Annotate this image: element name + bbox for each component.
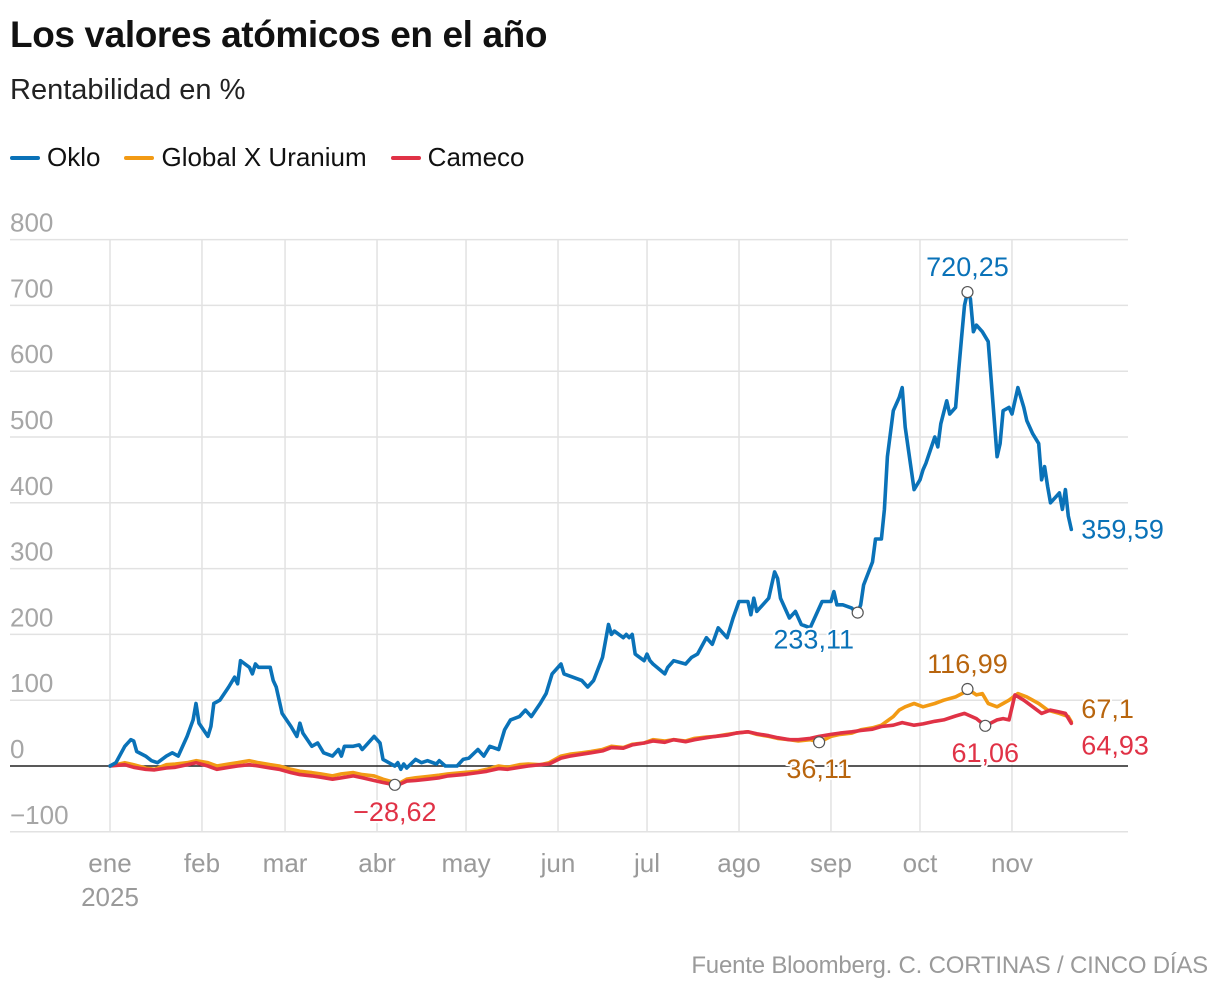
y-tick-label-7: 600 (10, 339, 53, 369)
annotation-marker-global-x-uranium-3 (961, 682, 974, 696)
x-tick-label-mar: mar (263, 848, 308, 878)
data-label-oklo-2: 359,59 (1081, 514, 1164, 544)
y-tick-label-3: 200 (10, 602, 53, 632)
annotations: 720,25 233,11 359,59 116,99 36,11 67,1 −28,62 6… (351, 250, 1166, 829)
annotation-marker-global-x-uranium-4 (813, 736, 826, 749)
y-tick-label-6: 500 (10, 405, 53, 435)
data-label-cameco-7: 61,06 (951, 738, 1019, 768)
x-tick-label-feb: feb (184, 848, 220, 878)
x-tick-label-nov: nov (991, 848, 1033, 878)
data-label-oklo-1: 233,11 (773, 625, 854, 655)
x-tick-label-sep: sep (810, 848, 852, 878)
annotation-marker-cameco-7 (979, 719, 992, 732)
series-lines (108, 290, 1074, 787)
x-tick-label-ago: ago (717, 848, 760, 878)
data-label-global-x-uranium-5: 67,1 (1081, 694, 1134, 724)
data-label-global-x-uranium-4: 36,11 (786, 754, 852, 784)
annotation-marker-cameco-6 (388, 778, 401, 791)
legend-swatch-oklo (10, 155, 40, 160)
x-tick-label-may: may (441, 848, 490, 878)
chart-subtitle: Rentabilidad en % (10, 74, 246, 106)
data-label-cameco-6: −28,62 (353, 797, 436, 827)
legend-swatch-cameco (390, 155, 421, 160)
y-tick-label-8: 700 (10, 273, 53, 303)
x-tick-sublabel-year: 2025 (81, 882, 139, 912)
x-tick-label-jul: jul (633, 848, 660, 878)
legend-label-global-x-uranium: Global X Uranium (161, 142, 367, 172)
data-label-cameco-8: 64,93 (1081, 730, 1149, 760)
x-tick-label-ene: ene (88, 848, 131, 878)
legend-label-oklo: Oklo (47, 142, 101, 172)
series-line-cameco (108, 693, 1074, 787)
x-tick-label-jun: jun (540, 848, 576, 878)
data-label-global-x-uranium-3: 116,99 (927, 649, 1008, 679)
legend-item-global-x-uranium: Global X Uranium (124, 142, 367, 173)
y-tick-label-2: 100 (10, 668, 53, 698)
legend-item-oklo: Oklo (10, 142, 100, 173)
annotation-marker-oklo-0 (961, 285, 974, 299)
data-label-oklo-0: 720,25 (926, 252, 1009, 282)
legend: Oklo Global X Uranium Cameco (10, 142, 525, 173)
axes: ene 2025 feb mar abr may jun jul ago sep oct nov −10… (10, 208, 1128, 912)
y-tick-label-0: −100 (10, 800, 69, 830)
y-tick-label-1: 0 (10, 734, 24, 764)
y-tick-label-4: 300 (10, 537, 53, 567)
y-tick-label-9: 800 (10, 208, 53, 238)
x-tick-label-abr: abr (358, 848, 396, 878)
source-credit: Fuente Bloomberg. C. CORTINAS / CINCO DÍ… (691, 952, 1208, 979)
legend-item-cameco: Cameco (390, 142, 525, 173)
legend-swatch-global-x-uranium (124, 155, 155, 160)
chart-title: Los valores atómicos en el año (10, 14, 548, 55)
series-line-oklo (108, 290, 1074, 772)
annotation-marker-oklo-1 (851, 606, 864, 619)
x-tick-label-oct: oct (903, 848, 938, 878)
legend-label-cameco: Cameco (427, 142, 525, 172)
series-line-global-x-uranium (108, 687, 1074, 785)
y-tick-label-5: 400 (10, 471, 53, 501)
